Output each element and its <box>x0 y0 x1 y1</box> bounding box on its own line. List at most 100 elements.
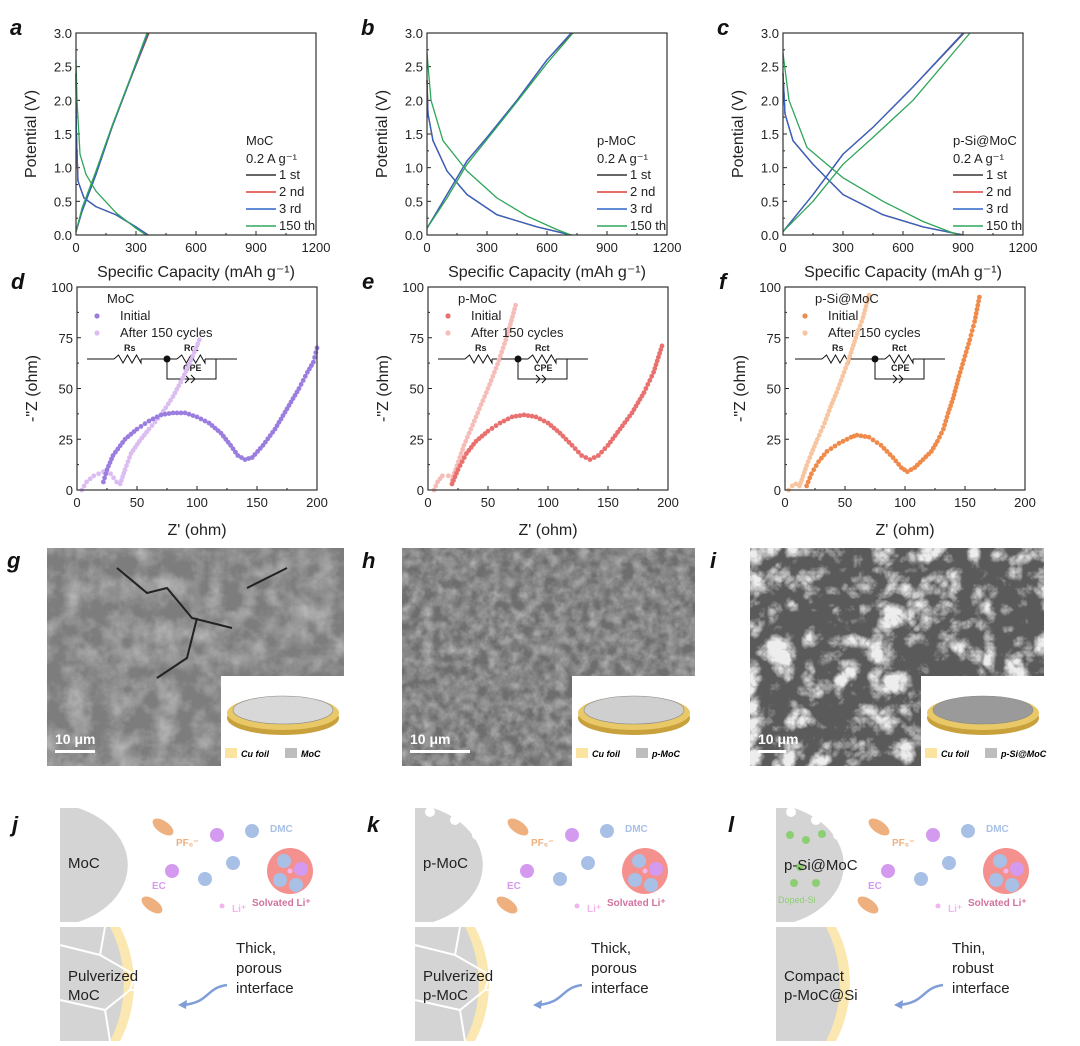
data-point <box>267 433 273 438</box>
x-tick-label: 0 <box>72 240 79 255</box>
data-point <box>815 436 820 442</box>
interface-label: porous <box>236 960 282 977</box>
data-point <box>461 455 467 460</box>
data-point <box>612 433 618 438</box>
legend-label: Cu foil <box>941 749 969 759</box>
circuit-label-rct: Rct <box>892 343 907 353</box>
data-point <box>81 483 87 489</box>
legend-label: 1 st <box>630 167 651 182</box>
data-point <box>461 442 467 448</box>
resistor-rs-icon <box>821 353 850 365</box>
data-point <box>505 329 511 335</box>
data-point <box>146 418 152 424</box>
dmc-molecule-icon <box>553 872 567 886</box>
data-point <box>805 479 811 485</box>
resistor-rct-icon <box>884 354 914 365</box>
doped-si-dot <box>790 879 798 887</box>
series-line-discharge <box>75 73 148 236</box>
x-tick-label: 200 <box>1014 495 1036 510</box>
data-point <box>843 365 848 371</box>
interface-label: robust <box>952 960 995 977</box>
data-point <box>973 315 978 320</box>
data-point <box>825 412 830 418</box>
legend-label: 2 nd <box>630 184 655 199</box>
cpe-icon <box>535 374 547 384</box>
data-point <box>822 420 827 426</box>
bottom-particle-label-2: p-MoC <box>423 987 468 1004</box>
data-point <box>185 365 191 370</box>
y-tick-label: 3.0 <box>405 26 423 41</box>
solvated-li-label: Solvated Li⁺ <box>607 898 666 909</box>
data-point <box>298 382 304 387</box>
data-point <box>460 447 465 452</box>
panel-label: a <box>10 15 22 40</box>
data-point <box>497 420 503 426</box>
li-ion-icon <box>642 868 648 874</box>
data-point <box>512 306 517 312</box>
data-point <box>807 475 813 481</box>
data-point <box>793 481 799 487</box>
y-tick-label: 75 <box>410 331 424 346</box>
legend-label: After 150 cycles <box>120 325 213 340</box>
x-tick-label: 0 <box>779 240 786 255</box>
circuit-parallel <box>166 359 217 380</box>
cpe-icon <box>184 374 196 384</box>
data-point <box>513 413 519 419</box>
data-point <box>158 412 164 418</box>
electrode-coating <box>583 695 685 725</box>
scale-bar <box>758 750 786 753</box>
data-point <box>190 353 196 359</box>
data-point <box>433 483 439 489</box>
ec-molecule-icon <box>565 828 579 842</box>
x-tick-label: 300 <box>125 240 147 255</box>
doped-si-dot <box>802 836 810 844</box>
panel-label: i <box>710 548 717 573</box>
li-ion-icon <box>574 903 580 909</box>
data-point <box>576 449 581 455</box>
ec-molecule-icon <box>210 828 224 842</box>
legend-label: p-Si@MoC <box>1000 749 1047 759</box>
plot-frame <box>75 32 317 236</box>
data-point <box>496 357 502 363</box>
legend-title: p-Si@MoC <box>815 291 879 306</box>
li-ion-icon <box>1003 868 1009 874</box>
data-point <box>165 401 171 407</box>
data-point <box>127 455 132 460</box>
data-point <box>937 434 942 440</box>
data-point <box>816 459 821 464</box>
pore <box>486 885 496 895</box>
data-point <box>834 390 839 395</box>
data-point <box>197 337 202 343</box>
solvent-molecule <box>993 854 1007 868</box>
data-point <box>513 302 518 308</box>
data-point <box>828 404 833 410</box>
resistor-rs-icon <box>464 353 493 365</box>
legend-swatch-material <box>985 748 997 758</box>
data-point <box>969 328 975 333</box>
data-point <box>955 377 961 383</box>
legend-swatch-cu <box>576 748 588 758</box>
arrow-icon <box>536 983 583 1007</box>
data-point <box>487 382 492 387</box>
data-point <box>583 455 589 460</box>
data-point <box>972 319 977 324</box>
data-point <box>124 463 129 468</box>
data-point <box>87 476 93 482</box>
li-label: Li⁺ <box>587 904 601 915</box>
y-tick-label: 1.0 <box>54 161 72 176</box>
pf6-anion-icon <box>141 896 163 914</box>
legend-swatch-cu <box>925 748 937 758</box>
bottom-particle-label-1: Pulverized <box>423 968 493 985</box>
y-tick-label: 0 <box>66 483 73 498</box>
data-point <box>943 418 949 424</box>
data-point <box>866 292 872 298</box>
pore <box>474 907 484 917</box>
scale-bar-label: 10 μm <box>410 731 450 747</box>
data-point <box>168 397 174 403</box>
legend-label: 3 rd <box>279 201 301 216</box>
crack-lines <box>116 567 288 679</box>
data-point <box>492 369 497 375</box>
data-point <box>905 469 910 475</box>
y-axis-label: Potential (V) <box>374 90 391 178</box>
